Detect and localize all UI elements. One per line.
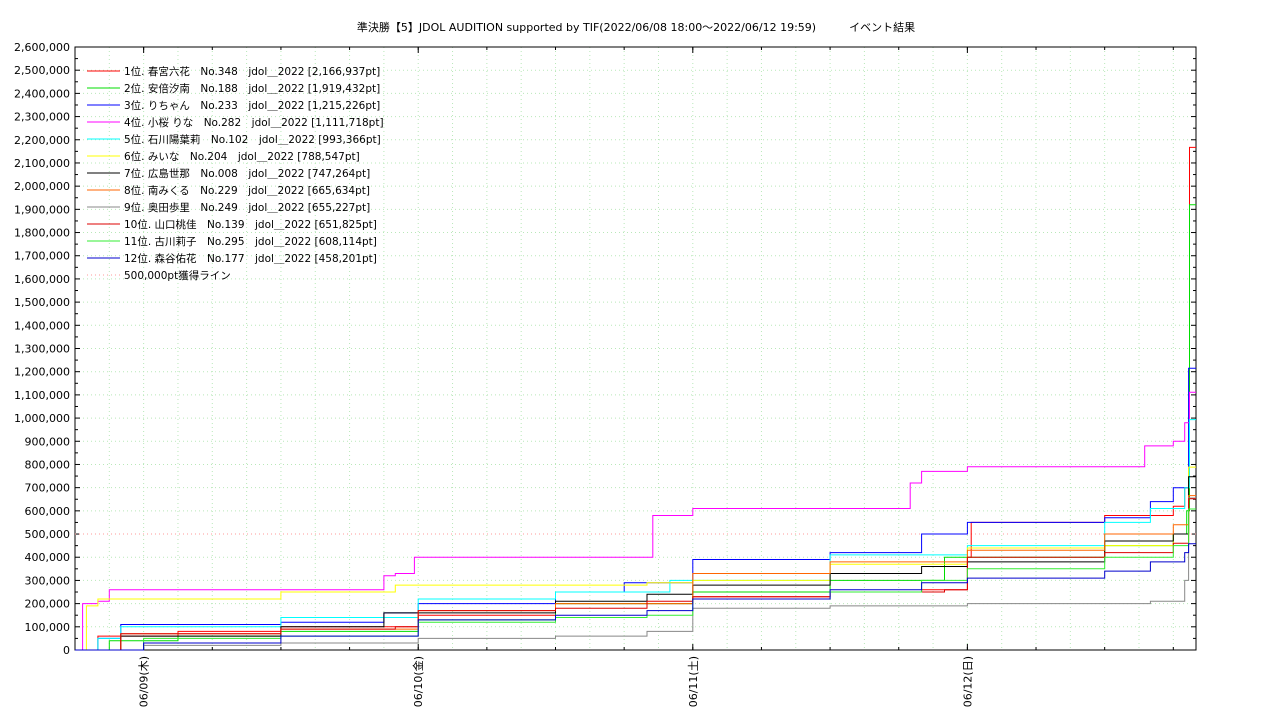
series-line-11 [75, 508, 1196, 651]
x-tick-label: 06/10(金) [411, 656, 425, 707]
y-tick-label: 900,000 [25, 435, 71, 448]
legend-label-6: 6位. みいな No.204 jdol＿2022 [788,547pt] [124, 150, 360, 163]
y-tick-label: 200,000 [25, 598, 71, 611]
y-tick-label: 500,000 [25, 528, 71, 541]
y-tick-label: 2,300,000 [14, 111, 70, 124]
legend: 1位. 春宮六花 No.348 jdol＿2022 [2,166,937pt] … [87, 65, 384, 282]
y-tick-label: 1,600,000 [14, 273, 70, 286]
series-line-7 [75, 476, 1196, 651]
series-line-2 [75, 204, 1196, 651]
legend-label-8: 8位. 南みくる No.229 jdol＿2022 [665,634pt] [124, 184, 370, 197]
series-group [75, 146, 1196, 651]
legend-label-11: 11位. 古川莉子 No.295 jdol＿2022 [608,114pt] [124, 235, 377, 248]
y-tick-label: 2,200,000 [14, 134, 70, 147]
y-tick-label: 0 [63, 644, 70, 657]
series-line-6 [75, 466, 1196, 651]
chart-title: 準決勝【5】JDOL AUDITION supported by TIF(202… [356, 21, 916, 34]
series-line-12 [75, 543, 1196, 651]
y-tick-label: 1,300,000 [14, 343, 70, 356]
y-tick-label: 1,900,000 [14, 203, 70, 216]
series-line-10 [75, 498, 1196, 651]
legend-label-5: 5位. 石川陽葉莉 No.102 jdol＿2022 [993,366pt] [124, 133, 381, 146]
plot-border [74, 46, 1197, 651]
y-tick-label: 2,400,000 [14, 87, 70, 100]
y-tick-label: 1,100,000 [14, 389, 70, 402]
legend-label-1: 1位. 春宮六花 No.348 jdol＿2022 [2,166,937pt] [124, 65, 380, 78]
axes: 0 100,000 200,000 300,000 400,000 500,000 600,… [14, 41, 1197, 707]
legend-label-2: 2位. 安倍汐南 No.188 jdol＿2022 [1,919,432pt] [124, 82, 380, 95]
legend-label-threshold: 500,000pt獲得ライン [124, 269, 231, 282]
x-tick-label: 06/09(木) [138, 656, 151, 707]
y-tick-label: 1,000,000 [14, 412, 70, 425]
y-tick-label: 300,000 [25, 574, 71, 587]
legend-label-4: 4位. 小桜 りな No.282 jdol＿2022 [1,111,718pt] [124, 116, 384, 129]
y-tick-label: 800,000 [25, 458, 71, 471]
y-tick-label: 1,700,000 [14, 250, 70, 263]
y-tick-label: 100,000 [25, 621, 71, 634]
y-tick-label: 1,200,000 [14, 366, 70, 379]
y-tick-label: 1,400,000 [14, 319, 70, 332]
y-tick-label: 1,500,000 [14, 296, 70, 309]
series-line-3 [75, 367, 1196, 651]
y-tick-label: 2,100,000 [14, 157, 70, 170]
y-tick-label: 600,000 [25, 505, 71, 518]
x-tick-label: 06/11(土) [687, 656, 700, 707]
legend-label-12: 12位. 森谷佑花 No.177 jdol＿2022 [458,201pt] [124, 252, 377, 265]
legend-label-9: 9位. 奥田歩里 No.249 jdol＿2022 [655,227pt] [124, 201, 370, 214]
y-tick-label: 2,600,000 [14, 41, 70, 54]
legend-label-10: 10位. 山口桃佳 No.139 jdol＿2022 [651,825pt] [124, 218, 377, 231]
series-line-4 [75, 391, 1196, 651]
y-tick-label: 400,000 [25, 551, 71, 564]
x-tick-label: 06/12(日) [961, 656, 974, 707]
y-tick-label: 2,000,000 [14, 180, 70, 193]
y-tick-label: 700,000 [25, 482, 71, 495]
y-tick-label: 2,500,000 [14, 64, 70, 77]
legend-label-7: 7位. 広島世那 No.008 jdol＿2022 [747,264pt] [124, 167, 370, 180]
y-tick-label: 1,800,000 [14, 227, 70, 240]
legend-label-3: 3位. りちゃん No.233 jdol＿2022 [1,215,226pt] [124, 99, 380, 112]
